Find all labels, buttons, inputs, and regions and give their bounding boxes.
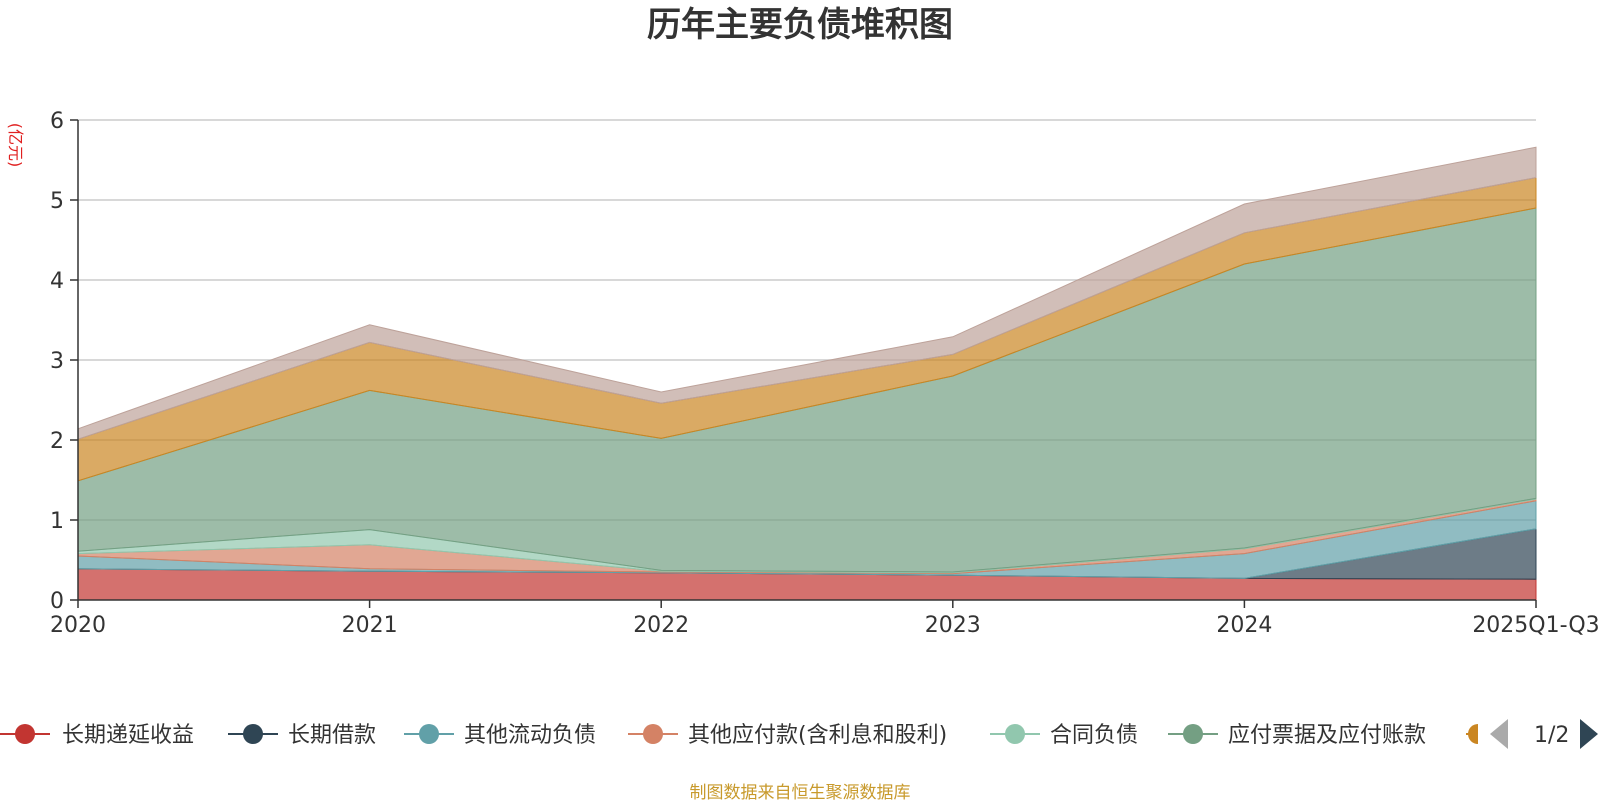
x-tick-label: 2023 <box>925 613 981 638</box>
x-tick-label: 2024 <box>1216 613 1272 638</box>
legend-label: 其他流动负债 <box>464 723 596 748</box>
legend-label: 长期递延收益 <box>62 723 194 748</box>
legend-marker <box>419 724 439 744</box>
y-tick-label: 2 <box>50 429 64 454</box>
x-tick-label: 2020 <box>50 613 106 638</box>
legend-label: 应付票据及应付账款 <box>1228 723 1426 748</box>
y-tick-label: 4 <box>50 269 64 294</box>
legend-label: 长期借款 <box>288 723 376 748</box>
legend-label: 合同负债 <box>1050 723 1138 748</box>
y-tick-label: 1 <box>50 509 64 534</box>
legend-marker <box>1005 724 1025 744</box>
axes: 0 1 2 3 4 5 6 2020 2021 2022 2023 2024 2025Q1-Q3 <box>50 109 1600 638</box>
legend-marker <box>643 724 663 744</box>
legend-label: 其他应付款(含利息和股利) <box>688 723 947 748</box>
area-series <box>77 146 1537 601</box>
legend-page-indicator: 1/2 <box>1534 723 1569 748</box>
legend-item-3[interactable]: 其他应付款(含利息和股利) <box>628 723 947 748</box>
legend-marker <box>15 724 35 744</box>
area-series-7 <box>77 146 1537 440</box>
x-tick-label: 2022 <box>633 613 689 638</box>
y-tick-label: 5 <box>50 189 64 214</box>
chart-title: 历年主要负债堆积图 <box>647 5 953 45</box>
y-tick-label: 3 <box>50 349 64 374</box>
legend-item-1[interactable]: 长期借款 <box>228 723 376 748</box>
legend-item-4[interactable]: 合同负债 <box>990 723 1138 748</box>
legend-prev-page-icon[interactable] <box>1490 719 1508 749</box>
y-tick-label: 6 <box>50 109 64 134</box>
y-tick-label: 0 <box>50 589 64 614</box>
legend-marker-truncated <box>1468 724 1478 744</box>
x-tick-label: 2021 <box>342 613 398 638</box>
legend-marker <box>1183 724 1203 744</box>
legend-marker <box>243 724 263 744</box>
x-tick-label: 2025Q1-Q3 <box>1472 613 1599 638</box>
source-note: 制图数据来自恒生聚源数据库 <box>689 783 911 803</box>
y-axis-unit: (亿元) <box>6 123 25 168</box>
legend-item-2[interactable]: 其他流动负债 <box>404 723 596 748</box>
legend-next-page-icon[interactable] <box>1580 719 1598 749</box>
legend-item-0[interactable]: 长期递延收益 <box>0 723 194 748</box>
legend-item-5[interactable]: 应付票据及应付账款 <box>1168 723 1426 748</box>
legend[interactable]: 长期递延收益 长期借款 其他流动负债 其他应付款(含利息和股利) 合同负债 应付票据及应付… <box>0 719 1598 749</box>
